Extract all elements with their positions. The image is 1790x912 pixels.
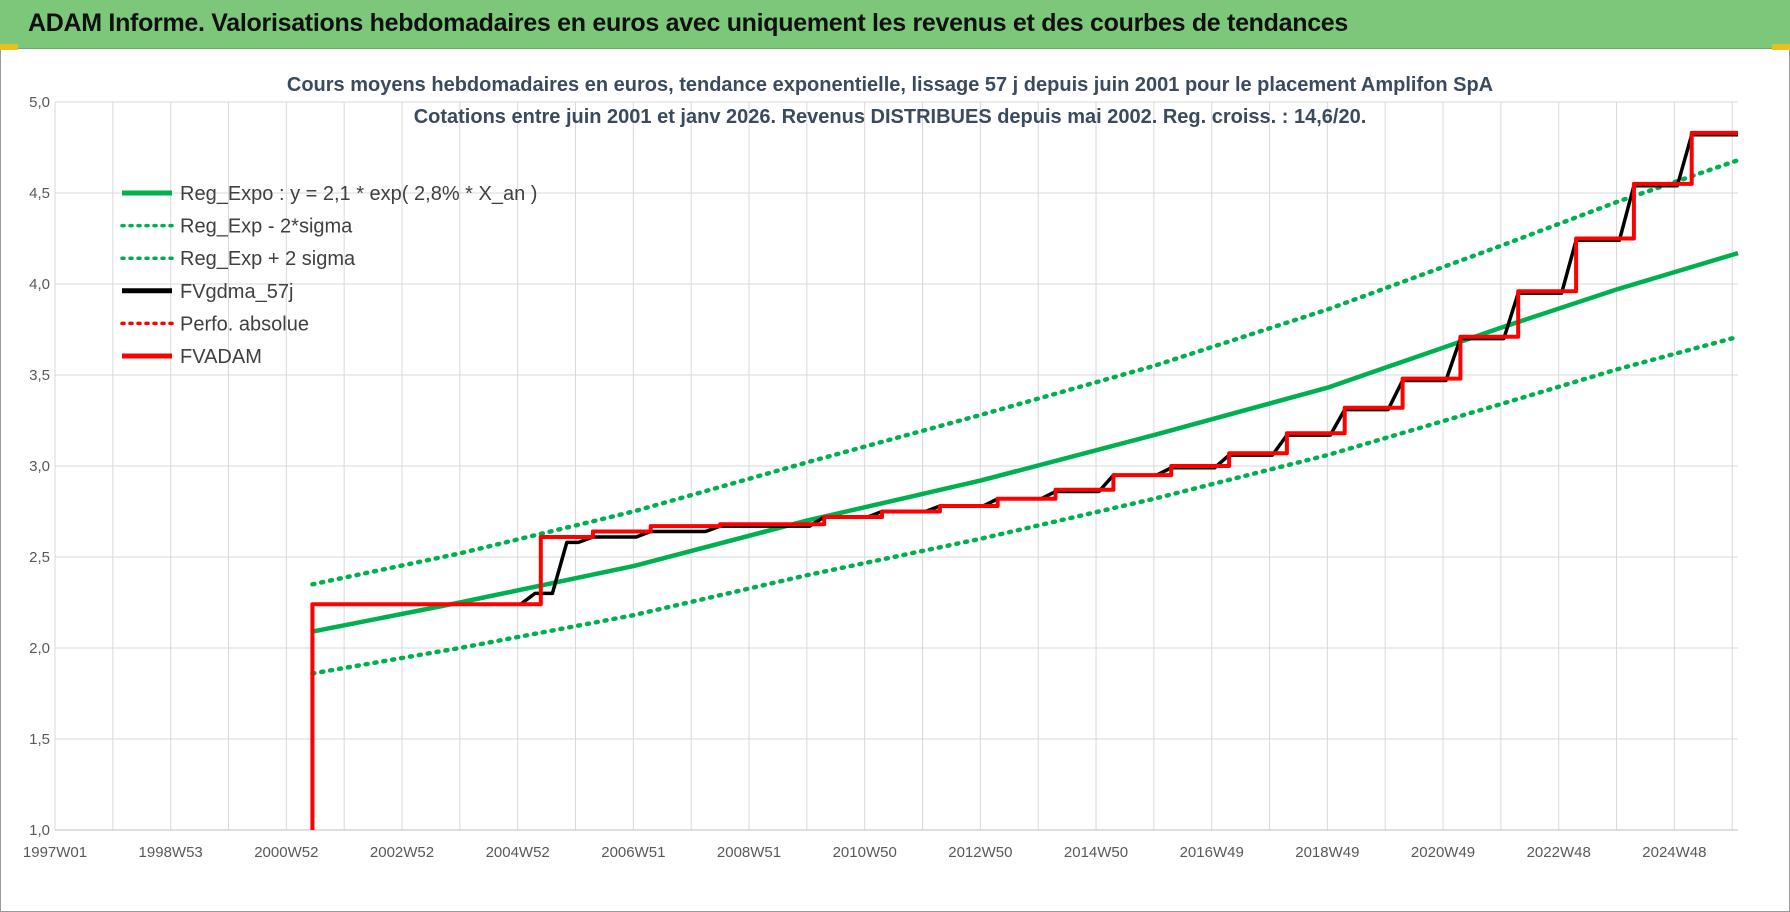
x-tick-label: 1998W53 xyxy=(139,844,203,861)
y-axis: 1,0 1,5 2,0 2,5 3,0 3,5 4,0 4,5 5,0 xyxy=(29,94,50,839)
chart-subtitle: Cotations entre juin 2001 et janv 2026. … xyxy=(414,106,1367,128)
x-tick-label: 2006W51 xyxy=(601,844,665,861)
y-tick-label: 4,0 xyxy=(29,276,50,293)
y-tick-label: 5,0 xyxy=(29,94,50,111)
series-line xyxy=(310,130,1738,830)
series-line xyxy=(311,250,1739,634)
series-line xyxy=(310,334,1741,676)
corner-mark xyxy=(0,44,18,50)
legend-label: Reg_Exp - 2*sigma xyxy=(180,216,353,238)
x-tick-label: 2020W49 xyxy=(1411,844,1475,861)
x-tick-label: 2012W50 xyxy=(948,844,1012,861)
legend-label: Perfo. absolue xyxy=(180,313,309,335)
legend-label: Reg_Exp + 2 sigma xyxy=(180,248,356,270)
x-axis: 1997W01 1998W53 2000W52 2002W52 2004W52 2006W… xyxy=(23,829,1738,861)
y-tick-label: 2,0 xyxy=(29,640,50,657)
y-tick-label: 1,0 xyxy=(29,822,50,839)
chart: Cours moyens hebdomadaires en euros, ten… xyxy=(23,74,1741,861)
y-tick-label: 1,5 xyxy=(29,731,50,748)
y-tick-label: 3,5 xyxy=(29,367,50,384)
legend-label: Reg_Expo : y = 2,1 * exp( 2,8% * X_an ) xyxy=(180,183,537,205)
x-tick-label: 2024W48 xyxy=(1642,844,1706,861)
x-tick-label: 2022W48 xyxy=(1527,844,1591,861)
legend-label: FVADAM xyxy=(180,346,262,368)
series-line xyxy=(310,157,1741,587)
x-tick-label: 2002W52 xyxy=(370,844,434,861)
x-tick-label: 1997W01 xyxy=(23,844,87,861)
y-tick-label: 4,5 xyxy=(29,185,50,202)
x-tick-label: 2016W49 xyxy=(1180,844,1244,861)
chart-grid xyxy=(54,101,1738,831)
x-tick-label: 2004W52 xyxy=(486,844,550,861)
chart-title: Cours moyens hebdomadaires en euros, ten… xyxy=(287,74,1493,96)
x-tick-label: 2014W50 xyxy=(1064,844,1128,861)
legend-label: FVgdma_57j xyxy=(180,281,293,303)
page-title: ADAM Informe. Valorisations hebdomadaire… xyxy=(28,9,1349,37)
y-tick-label: 3,0 xyxy=(29,458,50,475)
corner-mark xyxy=(1772,44,1790,50)
x-tick-label: 2018W49 xyxy=(1295,844,1359,861)
y-tick-label: 2,5 xyxy=(29,549,50,566)
x-tick-label: 2000W52 xyxy=(254,844,318,861)
header-bar: ADAM Informe. Valorisations hebdomadaire… xyxy=(0,0,1790,49)
legend: Reg_Expo : y = 2,1 * exp( 2,8% * X_an ) R… xyxy=(120,183,537,368)
x-tick-label: 2010W50 xyxy=(833,844,897,861)
plot-area xyxy=(310,130,1741,830)
x-tick-label: 2008W51 xyxy=(717,844,781,861)
